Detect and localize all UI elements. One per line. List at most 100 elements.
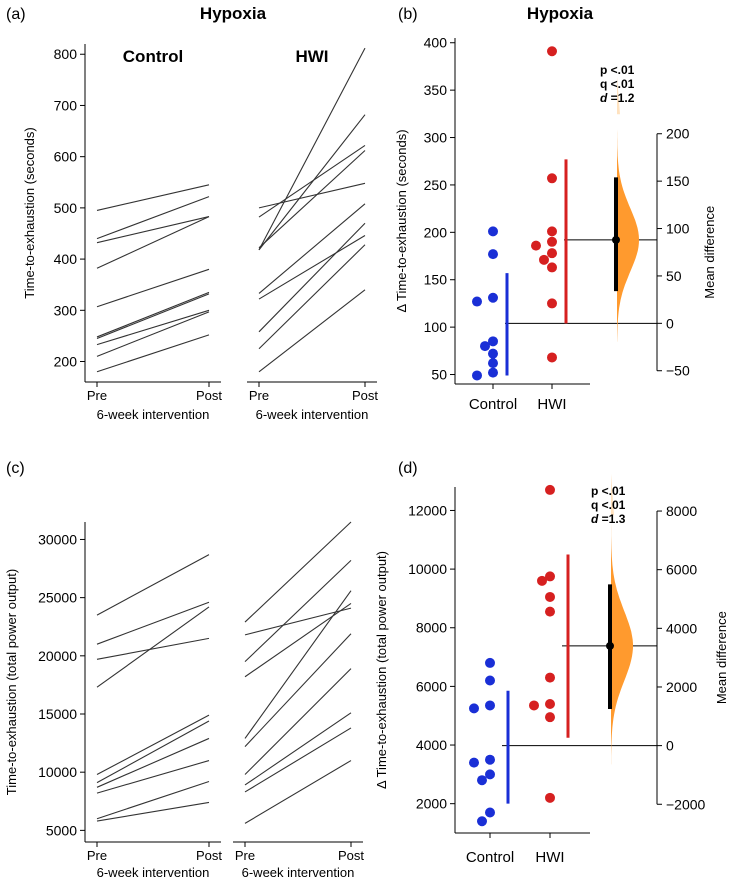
x-tick-label-post: Post [196,388,222,403]
y-tick-label: 15000 [38,706,77,722]
data-point-hwi [547,262,557,273]
data-point-control [469,703,479,714]
data-point-control [488,226,498,237]
data-point-control [469,757,479,768]
paired-line [96,196,210,240]
y-tick-label: 10000 [38,764,77,780]
data-point-control [480,341,490,352]
stats-annotation: p <.01q <.01d =1.3 [591,484,626,526]
x-tick-label-hwi: HWI [535,849,564,866]
x-tick-label-pre: Pre [249,388,269,403]
paired-line [96,606,210,688]
x-axis-label: 6-week intervention [97,865,210,879]
data-point-control [472,296,482,307]
y-axis-label: Δ Time-to-exhaustion (total power output… [374,551,389,789]
data-point-hwi [545,606,555,617]
data-point-hwi [539,254,549,265]
y-tick-label: 5000 [46,822,77,838]
x-tick-label-pre: Pre [87,848,107,863]
x-axis-label: 6-week intervention [97,407,210,422]
bootstrap-distribution [617,114,639,342]
paired-line [244,560,352,663]
data-point-hwi [547,226,557,237]
y-tick-label: 400 [54,251,78,267]
paired-line [244,727,352,793]
right-tick-label: 2000 [666,679,697,695]
data-point-hwi [545,698,555,709]
stat-d-value: =1.2 [607,91,634,105]
x-tick-label-post: Post [352,388,378,403]
paired-line [96,714,210,775]
paired-line [96,268,210,308]
data-point-hwi [547,173,557,184]
paired-line [96,554,210,616]
y-tick-label: 20000 [38,648,77,664]
paired-line [96,311,210,357]
paired-line [244,521,352,623]
paired-line [258,150,366,249]
y-tick-label: 700 [54,97,78,113]
data-point-hwi [537,575,547,586]
right-tick-label: 200 [666,126,690,142]
data-point-control [488,367,498,378]
panel-label: (a) [6,6,26,23]
stat-d: d =1.3 [591,512,626,526]
paired-line [96,334,210,373]
paired-line [244,590,352,739]
y-tick-label: 25000 [38,590,77,606]
paired-line [96,291,210,338]
paired-line [244,633,352,747]
y-tick-label: 6000 [416,678,447,694]
data-point-control [477,775,487,786]
paired-line [244,607,352,636]
data-point-hwi [529,700,539,711]
paired-line [96,216,210,244]
y-axis-label: Time-to-exhaustion (seconds) [22,127,37,298]
stat-q: q <.01 [591,498,626,512]
y-tick-label: 300 [54,302,78,318]
right-tick-label: −2000 [666,796,706,812]
paired-line [96,216,210,269]
y-axis-label: Time-to-exhaustion (total power output) [4,569,19,795]
paired-line [244,760,352,824]
y-tick-label: 300 [424,130,448,146]
y-tick-label: 50 [431,367,447,383]
y-tick-label: 350 [424,82,448,98]
y-tick-label: 2000 [416,796,447,812]
paired-line [96,637,210,660]
paired-line [258,235,366,300]
paired-line [258,182,366,209]
data-point-hwi [545,712,555,723]
mean-difference-point [606,641,614,650]
panel-title: Hypoxia [527,4,594,23]
paired-line [96,293,210,339]
x-tick-label-pre: Pre [235,848,255,863]
data-point-control [472,370,482,381]
paired-line [96,720,210,784]
bootstrap-distribution-tail [617,76,620,115]
x-tick-label-hwi: HWI [537,396,566,413]
panel-label: (b) [398,6,418,23]
paired-line [258,289,366,373]
right-axis-label: Mean difference [714,611,729,704]
data-point-control [488,348,498,359]
x-tick-label-pre: Pre [87,388,107,403]
paired-line [244,712,352,786]
y-tick-label: 400 [424,35,448,51]
paired-line [96,184,210,211]
data-point-hwi [547,298,557,309]
group-label-control: Control [123,47,183,66]
x-axis-label: 6-week intervention [242,865,355,879]
right-tick-label: 6000 [666,562,697,578]
paired-line [96,780,210,820]
y-tick-label: 250 [424,177,448,193]
data-point-control [488,358,498,369]
bootstrap-distribution [611,515,633,765]
right-tick-label: −50 [666,363,690,379]
group-label-hwi: HWI [295,47,328,66]
data-point-control [485,657,495,668]
paired-line [96,801,210,822]
y-tick-label: 30000 [38,531,77,547]
right-axis-label: Mean difference [702,206,717,299]
data-point-hwi [545,792,555,803]
